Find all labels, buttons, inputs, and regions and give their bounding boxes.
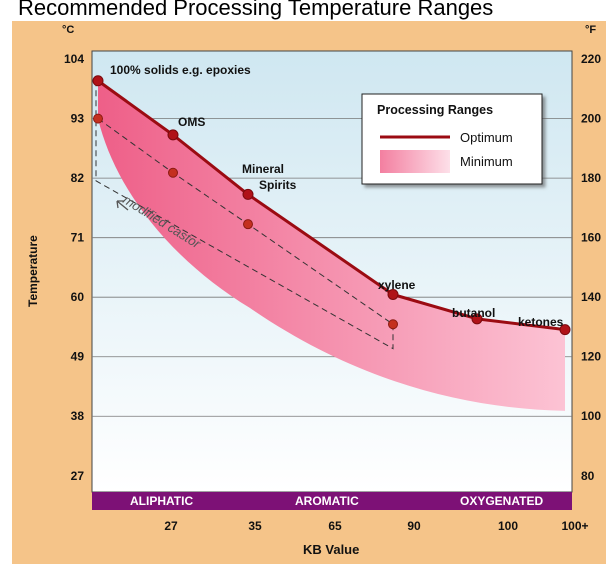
optimum-line (97, 79, 566, 332)
category-band (92, 492, 572, 510)
minimum-fill (98, 80, 565, 411)
optimum-series (97, 79, 566, 332)
legend: Processing Ranges Optimum Minimum (361, 93, 543, 185)
left-unit: °C (62, 24, 74, 36)
x-tick-label: 35 (248, 519, 262, 533)
y-tick-label-c: 93 (71, 112, 85, 126)
x-tick-label: 65 (328, 519, 342, 533)
y-tick-label-f: 80 (581, 469, 595, 483)
minimum-point (243, 219, 253, 230)
y-tick-label-f: 140 (581, 290, 601, 304)
y-tick-label-c: 49 (71, 350, 85, 364)
y-tick-label-c: 38 (71, 409, 85, 423)
y-tick-label-f: 180 (581, 171, 601, 185)
x-ticks: 27 35 65 90 100 100+ (164, 519, 588, 533)
minimum-region (98, 80, 565, 411)
optimum-point (242, 188, 254, 200)
optimum-point (92, 75, 104, 87)
modified-castor-dashes (95, 80, 394, 350)
band-aromatic: AROMATIC (295, 494, 359, 508)
y-tick-label-f: 220 (581, 52, 601, 66)
modified-castor-arrow (116, 200, 129, 211)
castor-dashed-line (95, 80, 394, 350)
y-axis-title: Temperature (26, 235, 40, 307)
legend-optimum-label: Optimum (460, 130, 513, 145)
y-ticks-fahrenheit: 220 200 180 160 140 120 100 80 (581, 52, 601, 483)
x-tick-label: 100+ (561, 519, 588, 533)
y-tick-label-f: 100 (581, 409, 601, 423)
y-tick-label-c: 82 (71, 171, 85, 185)
legend-minimum-swatch (380, 150, 450, 173)
y-tick-label-c: 27 (71, 469, 85, 483)
x-tick-label: 90 (407, 519, 421, 533)
point-label: xylene (378, 278, 416, 292)
optimum-point (387, 288, 399, 300)
band-aliphatic: ALIPHATIC (130, 494, 193, 508)
legend-title: Processing Ranges (377, 103, 493, 117)
data-points (92, 75, 571, 336)
point-label: 100% solids e.g. epoxies (110, 63, 251, 77)
y-tick-label-c: 71 (71, 231, 85, 245)
minimum-point (388, 319, 398, 330)
point-label: butanol (452, 306, 495, 320)
point-label: Spirits (259, 178, 297, 192)
y-tick-label-c: 60 (71, 290, 85, 304)
y-tick-label-f: 120 (581, 350, 601, 364)
right-unit: °F (585, 24, 596, 36)
y-ticks-celsius: 104 93 82 71 60 49 38 27 (64, 52, 84, 483)
y-tick-label-f: 200 (581, 112, 601, 126)
optimum-point (167, 129, 179, 141)
minimum-dashed-line (97, 118, 394, 325)
optimum-point (559, 324, 571, 336)
minimum-point (93, 113, 103, 124)
optimum-point (471, 313, 483, 325)
y-tick-label-c: 104 (64, 52, 84, 66)
band-oxygenated: OXYGENATED (460, 494, 543, 508)
x-axis-title: KB Value (303, 542, 359, 557)
x-tick-label: 100 (498, 519, 518, 533)
minimum-point (168, 167, 178, 178)
point-label: Mineral (242, 162, 284, 176)
page-title: Recommended Processing Temperature Range… (18, 0, 494, 20)
point-labels: 100% solids e.g. epoxies OMS Mineral Spirit… (110, 63, 564, 329)
y-tick-label-f: 160 (581, 231, 601, 245)
point-label: OMS (178, 115, 205, 129)
point-label: ketones (518, 315, 564, 329)
x-tick-label: 27 (164, 519, 178, 533)
legend-minimum-label: Minimum (460, 154, 513, 169)
